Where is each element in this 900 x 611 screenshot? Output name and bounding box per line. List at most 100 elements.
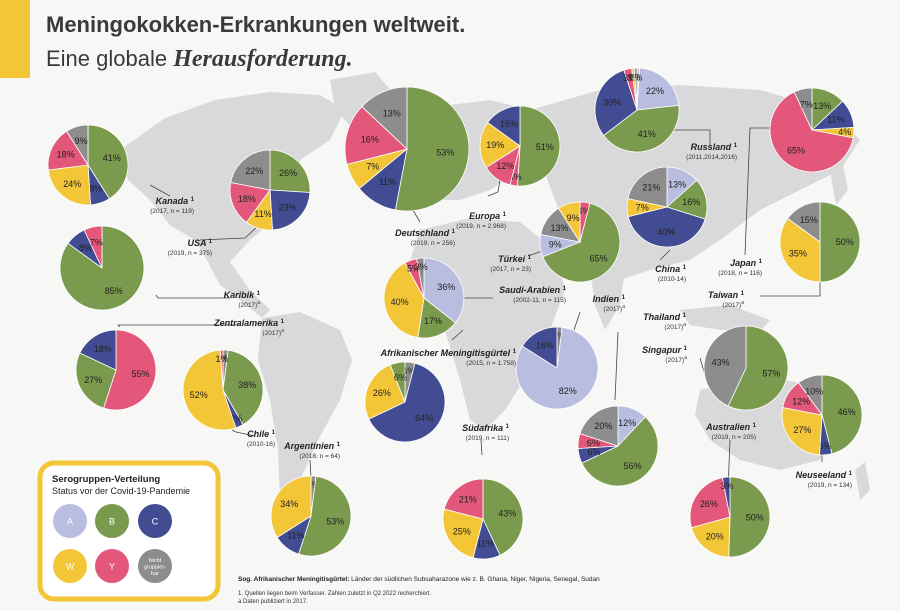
pie-label-tuerkei: 4%	[577, 206, 590, 216]
pie-slice-zentralamerika-y	[103, 329, 157, 411]
region-info-meningitis: (2015, n = 1.758)	[466, 360, 516, 367]
pie-label-usa: 11%	[254, 209, 271, 219]
footnote-published: a Daten publiziert in 2017.	[238, 599, 308, 605]
pie-label-argentinien: 11%	[287, 531, 304, 541]
legend-subtitle: Status vor der Covid-19-Pandemie	[52, 486, 190, 496]
subtitle-italic: Herausforderung.	[172, 46, 352, 72]
pie-label-deutschland: 16%	[361, 134, 379, 144]
pie-label-singapur: 57%	[762, 369, 780, 379]
region-info-chile: (2010-16)	[247, 441, 275, 448]
pie-label-neuseeland: 12%	[792, 397, 810, 407]
pie-slice-singapur-x	[703, 325, 747, 407]
region-info-zentralamerika: (2017)a	[262, 328, 284, 337]
pie-label-saudiarabien: 40%	[391, 297, 409, 307]
region-name-kanada: Kanada 1	[156, 196, 195, 206]
pie-slice-zentralamerika-b	[75, 352, 117, 409]
pie-label-russland: 22%	[646, 86, 664, 96]
legend-swatch-x	[138, 549, 172, 583]
legend-label-w: W	[66, 562, 75, 572]
pie-label-neuseeland: 5%	[818, 441, 831, 451]
connector-lines	[117, 127, 823, 496]
pie-label-china: 13%	[668, 179, 686, 189]
region-footnote-mark: 1	[272, 430, 276, 436]
pie-slice-deutschland-x	[361, 86, 408, 150]
pie-slice-saudiarabien-w	[383, 262, 425, 338]
pie-slice-australien-c	[721, 476, 731, 518]
pie-label-europa: 12%	[496, 161, 514, 171]
footnote-meningitis-belt: Sog. Afrikanischer Meningitisgürtel: Län…	[238, 576, 600, 583]
pie-thailand: 12% 56% 6%6% 20%	[577, 405, 659, 487]
region-name-neuseeland: Neuseeland 1	[796, 470, 853, 480]
pie-argentinien: 2% 53% 11% 34%	[270, 475, 352, 557]
pie-label-deutschland: 13%	[383, 109, 401, 119]
region-info-deutschland: (2019, n = 256)	[411, 240, 455, 247]
region-info-saudiarabien: (2002-11, n = 115)	[513, 297, 566, 304]
pie-slice-karibik-y	[83, 225, 103, 269]
pie-slice-saudiarabien-b	[417, 297, 456, 339]
pie-slice-neuseeland-x	[797, 374, 823, 417]
pie-deutschland: 53% 11%7% 16% 13%	[344, 86, 470, 212]
pie-label-zentralamerika: 27%	[84, 375, 102, 385]
pie-label-australien: 50%	[746, 512, 764, 522]
pie-label-chile: 3%	[229, 413, 242, 423]
legend-label-b: B	[109, 517, 115, 527]
region-footnote-mark: 1	[849, 471, 853, 477]
region-info-sup: a	[684, 355, 687, 361]
pie-label-indien: 2%	[552, 331, 565, 341]
pie-slice-thailand-b	[581, 416, 659, 487]
legend-label-c: C	[152, 517, 159, 527]
pie-label-meningitis: 64%	[415, 413, 433, 423]
pie-label-europa: 19%	[486, 140, 504, 150]
pie-label-chile: 1%	[215, 354, 228, 364]
pie-slice-taiwan-b	[819, 201, 861, 283]
pie-label-japan: 11%	[827, 115, 844, 125]
pie-slice-chile-y	[219, 349, 224, 391]
pie-slice-zentralamerika-c	[79, 329, 117, 371]
pie-slice-saudiarabien-a	[423, 257, 465, 324]
pie-label-chile: 38%	[238, 380, 256, 390]
pie-label-russland: 1%	[631, 72, 644, 82]
region-footnote-mark: 1	[513, 349, 517, 355]
pie-slice-europa-w	[479, 121, 521, 168]
pie-label-russland: 1%	[627, 72, 640, 82]
pie-slice-australien-y	[689, 477, 731, 529]
pie-label-thailand: 6%	[587, 438, 600, 448]
pie-label-tuerkei: 9%	[567, 213, 580, 223]
pie-label-japan: 7%	[800, 100, 813, 110]
pie-label-deutschland: 11%	[379, 177, 396, 187]
region-footnote-mark: 1	[563, 286, 567, 292]
pie-slice-chile-b	[222, 349, 264, 426]
region-info-sup: a	[622, 304, 625, 310]
pie-slice-indien-c	[521, 326, 558, 369]
region-info-usa: (2019, n = 375)	[168, 250, 212, 257]
pie-label-russland: 3%	[623, 73, 636, 83]
pie-label-chile: 52%	[190, 390, 208, 400]
pie-slice-suedafrika-b	[482, 478, 524, 556]
region-info-neuseeland: (2019, n = 134)	[808, 482, 852, 489]
footnote-meningitis-bold: Sog. Afrikanischer Meningitisgürtel:	[238, 576, 349, 583]
region-name-deutschland: Deutschland 1	[395, 228, 456, 238]
region-name-usa: USA 1	[187, 238, 212, 248]
pie-slice-russland-c	[594, 69, 638, 136]
pie-label-deutschland: 53%	[436, 148, 454, 158]
region-name-zentralamerika: Zentralamerika 1	[213, 318, 285, 328]
region-footnote-mark: 1	[452, 229, 456, 235]
pie-label-neuseeland: 10%	[805, 386, 823, 396]
legend-swatch-y	[95, 549, 129, 583]
region-footnote-mark: 1	[741, 291, 745, 297]
pie-slice-meningitis-w	[364, 364, 406, 420]
pie-label-chile: 2%	[218, 354, 231, 364]
pie-slice-neuseeland-b	[821, 374, 863, 455]
pie-label-russland: 30%	[603, 97, 621, 107]
region-info-singapur: (2017)a	[665, 355, 687, 364]
pie-label-meningitis: 26%	[373, 388, 391, 398]
pie-europa: 51% 3%12% 19% 15%	[479, 105, 561, 187]
pie-slice-japan-x	[793, 87, 813, 131]
region-info-sup: a	[741, 300, 744, 306]
pie-slice-usa-x	[230, 149, 271, 191]
pie-label-russland: 41%	[638, 129, 656, 139]
pie-label-tuerkei: 13%	[550, 223, 568, 233]
region-name-europa: Europa 1	[469, 211, 507, 221]
pie-label-kanada: 24%	[63, 179, 81, 189]
pie-label-china: 16%	[682, 197, 700, 207]
